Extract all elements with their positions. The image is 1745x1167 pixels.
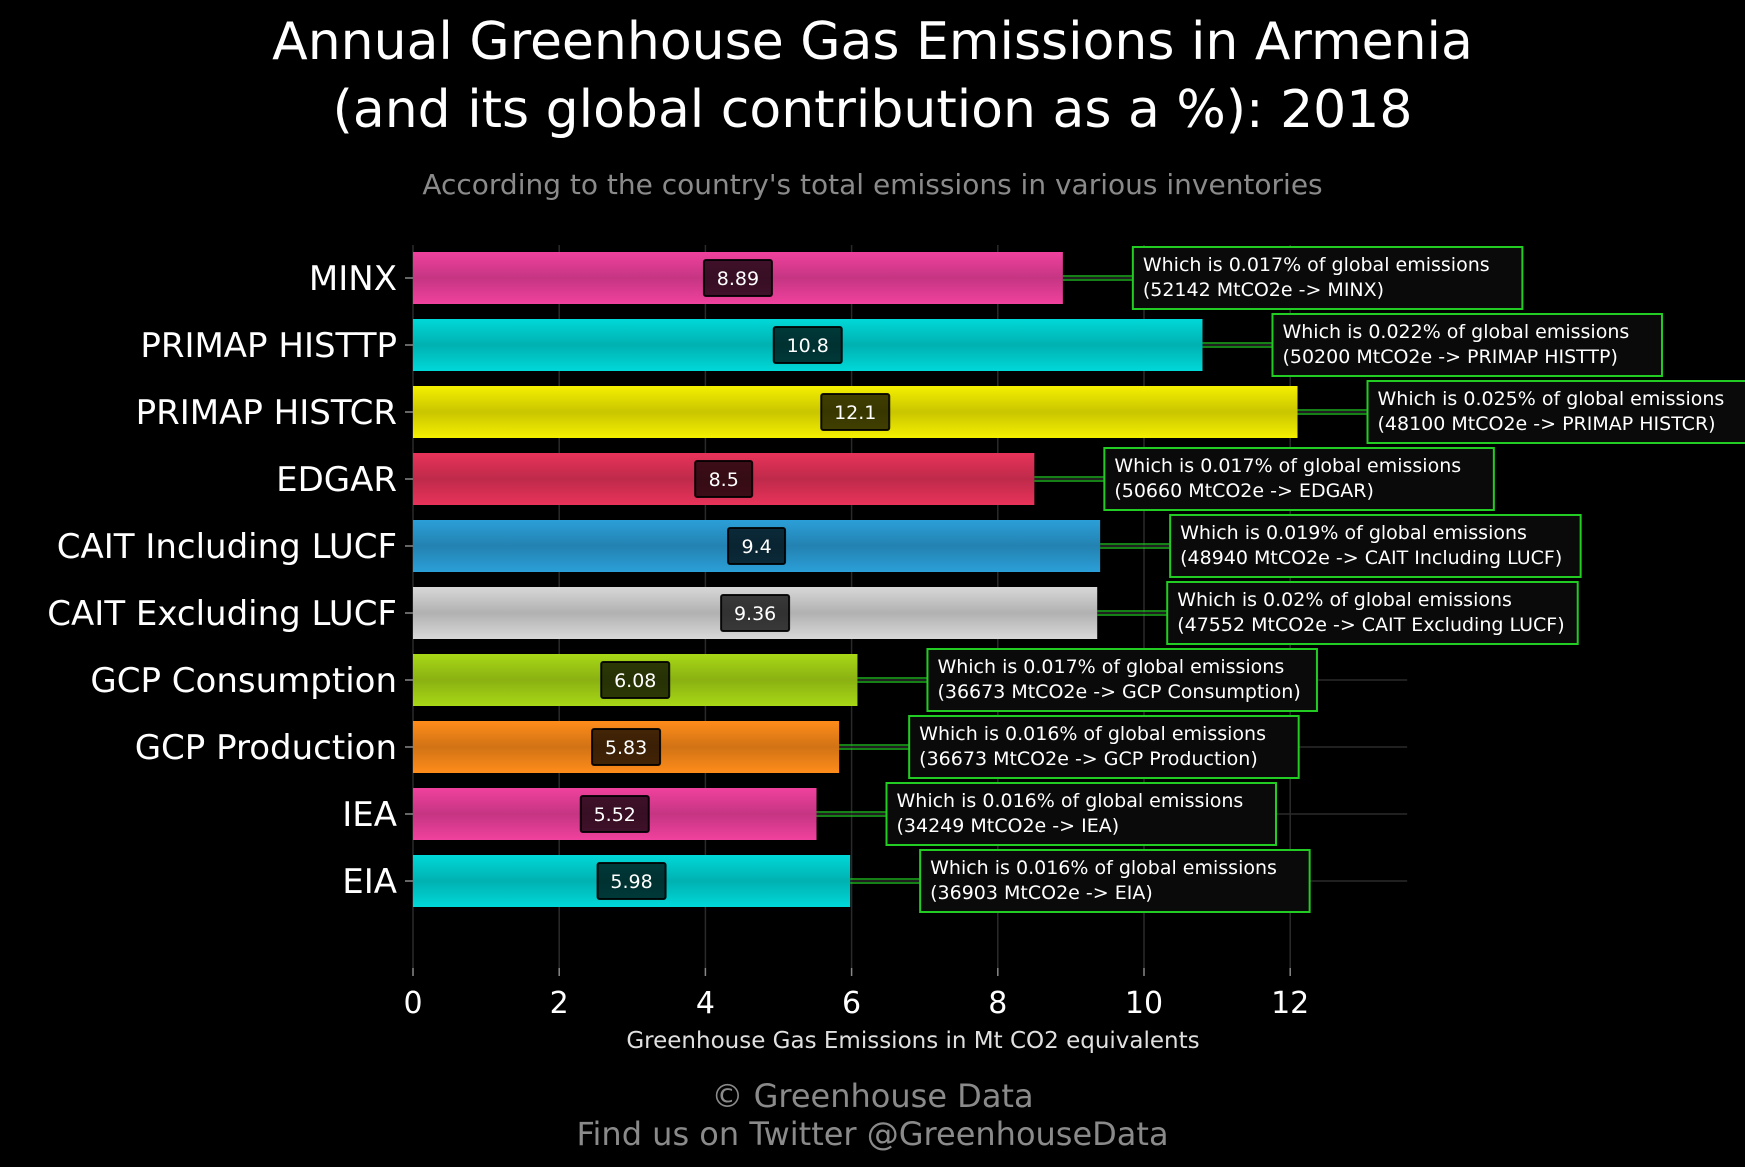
x-tick-label: 2 xyxy=(550,986,569,1021)
data-label: 6.08 xyxy=(614,670,656,692)
annotation-line1: Which is 0.016% of global emissions xyxy=(919,723,1266,745)
annotation-box xyxy=(1366,380,1745,444)
value-label-box xyxy=(694,460,754,498)
y-tick-label: MINX xyxy=(309,259,397,299)
x-tick-label: 4 xyxy=(696,986,715,1021)
annotation-box xyxy=(1166,581,1579,645)
value-label-box xyxy=(727,527,787,565)
y-tick-label: IEA xyxy=(342,795,397,835)
chart-title: Annual Greenhouse Gas Emissions in Armen… xyxy=(0,8,1745,144)
x-tick-label: 10 xyxy=(1125,986,1163,1021)
annotation-line1: Which is 0.016% of global emissions xyxy=(930,857,1277,879)
y-tick-label: PRIMAP HISTCR xyxy=(136,393,397,433)
annotation-line2: (48940 MtCO2e -> CAIT Including LUCF) xyxy=(1180,547,1562,569)
y-tick-label: EIA xyxy=(342,862,397,902)
annotation-line2: (36673 MtCO2e -> GCP Consumption) xyxy=(937,681,1300,703)
annotation-line1: Which is 0.017% of global emissions xyxy=(937,656,1284,678)
value-label-box xyxy=(772,326,843,364)
y-tick-label: PRIMAP HISTTP xyxy=(140,326,397,366)
annotation-box xyxy=(919,849,1311,913)
data-label: 9.36 xyxy=(734,603,776,625)
x-tick-label: 0 xyxy=(403,986,422,1021)
annotation-box xyxy=(885,782,1278,846)
data-label: 12.1 xyxy=(834,402,876,424)
x-tick-label: 12 xyxy=(1271,986,1309,1021)
annotation-line2: (48100 MtCO2e -> PRIMAP HISTCR) xyxy=(1378,413,1716,435)
annotation-line2: (47552 MtCO2e -> CAIT Excluding LUCF) xyxy=(1177,614,1564,636)
annotation-line2: (50660 MtCO2e -> EDGAR) xyxy=(1114,480,1374,502)
data-label: 5.52 xyxy=(594,804,636,826)
annotation-line1: Which is 0.017% of global emissions xyxy=(1114,455,1461,477)
y-tick-label: CAIT Excluding LUCF xyxy=(47,594,397,634)
annotation-line2: (50200 MtCO2e -> PRIMAP HISTTP) xyxy=(1282,346,1617,368)
chart-subtitle: According to the country's total emissio… xyxy=(422,168,1323,201)
annotation-line2: (36903 MtCO2e -> EIA) xyxy=(930,882,1153,904)
value-label-box xyxy=(600,661,671,699)
annotation-line2: (34249 MtCO2e -> IEA) xyxy=(897,815,1120,837)
y-tick-label: CAIT Including LUCF xyxy=(57,527,397,567)
value-label-box xyxy=(579,795,650,833)
annotation-line1: Which is 0.025% of global emissions xyxy=(1378,388,1725,410)
copyright-text: © Greenhouse Data xyxy=(711,1077,1034,1115)
data-label: 5.83 xyxy=(605,737,647,759)
value-label-box xyxy=(820,393,891,431)
value-label-box xyxy=(720,594,791,632)
annotation-line1: Which is 0.017% of global emissions xyxy=(1143,254,1490,276)
annotation-box xyxy=(1131,246,1524,310)
data-label: 8.5 xyxy=(709,469,739,491)
annotation-line1: Which is 0.02% of global emissions xyxy=(1177,589,1512,611)
annotation-box xyxy=(1271,313,1663,377)
y-tick-label: GCP Production xyxy=(135,728,397,768)
annotation-line1: Which is 0.016% of global emissions xyxy=(897,790,1244,812)
annotation-line1: Which is 0.022% of global emissions xyxy=(1282,321,1629,343)
x-tick-label: 8 xyxy=(988,986,1007,1021)
twitter-text: Find us on Twitter @GreenhouseData xyxy=(576,1115,1169,1153)
value-label-box xyxy=(596,862,667,900)
x-axis-label: Greenhouse Gas Emissions in Mt CO2 equiv… xyxy=(626,1028,1199,1054)
data-label: 10.8 xyxy=(787,335,829,357)
annotation-line2: (36673 MtCO2e -> GCP Production) xyxy=(919,748,1258,770)
data-label: 8.89 xyxy=(717,268,759,290)
annotation-line2: (52142 MtCO2e -> MINX) xyxy=(1143,279,1384,301)
data-label: 9.4 xyxy=(741,536,771,558)
data-label: 5.98 xyxy=(610,871,652,893)
annotation-box xyxy=(1103,447,1495,511)
annotation-box xyxy=(1169,514,1582,578)
annotation-box xyxy=(926,648,1318,712)
chart-title-line1: Annual Greenhouse Gas Emissions in Armen… xyxy=(272,12,1473,72)
annotation-line1: Which is 0.019% of global emissions xyxy=(1180,522,1527,544)
annotation-box xyxy=(908,715,1300,779)
value-label-box xyxy=(591,728,662,766)
value-label-box xyxy=(702,259,773,297)
chart-title-line2: (and its global contribution as a %): 20… xyxy=(332,80,1413,140)
y-tick-label: GCP Consumption xyxy=(90,661,397,701)
x-tick-label: 6 xyxy=(842,986,861,1021)
y-tick-label: EDGAR xyxy=(276,460,397,500)
